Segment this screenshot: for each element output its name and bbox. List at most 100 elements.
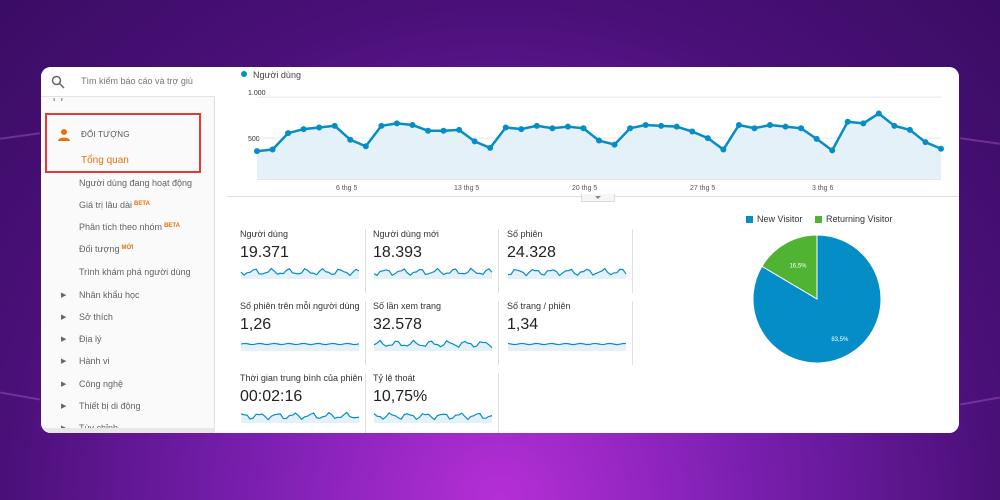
sparkline-line	[240, 342, 360, 346]
metric-pages-per-session[interactable]: Số trang / phiên 1,34	[507, 301, 633, 365]
analytics-card: Tìm kiếm báo cáo và trợ giú ĐỐI TƯỢNG Tổ…	[41, 67, 959, 433]
metric-value: 18.393	[373, 244, 422, 261]
metric-label: Tỷ lệ thoát	[373, 373, 416, 383]
data-point	[767, 122, 773, 128]
data-point	[409, 122, 416, 128]
sparkline-line	[373, 267, 493, 277]
data-point	[844, 118, 851, 125]
metric-avg-session-duration[interactable]: Thời gian trung bình của phiên 00:02:16	[240, 373, 366, 433]
data-point	[720, 146, 727, 153]
data-point	[456, 126, 463, 133]
data-point	[906, 126, 913, 133]
person-icon	[58, 129, 70, 141]
sidebar-group-interests[interactable]: Sở thích	[79, 312, 113, 322]
data-point	[627, 125, 634, 132]
clock-icon	[53, 95, 63, 101]
chart-legend: Người dùng	[241, 70, 301, 80]
expand-arrow-icon[interactable]: ▶	[61, 381, 67, 388]
sparkline	[240, 411, 360, 423]
metric-new-users[interactable]: Người dùng mới 18.393	[373, 229, 499, 293]
visitor-pie-chart[interactable]: 16,5% 83,5%	[753, 229, 893, 369]
data-point	[254, 148, 260, 155]
pie-slice-label: 16,5%	[789, 264, 807, 270]
metric-label: Thời gian trung bình của phiên	[240, 373, 363, 383]
sidebar-group-mobile[interactable]: Thiết bị di động	[79, 401, 141, 411]
data-point	[502, 124, 509, 131]
search-input[interactable]: Tìm kiếm báo cáo và trợ giú	[81, 76, 193, 86]
sparkline-line	[240, 267, 360, 277]
data-point	[347, 136, 354, 143]
data-point	[704, 135, 711, 142]
metric-value: 24.328	[507, 244, 556, 261]
metric-value: 32.578	[373, 316, 422, 333]
sidebar: Tìm kiếm báo cáo và trợ giú ĐỐI TƯỢNG Tổ…	[41, 67, 215, 433]
sidebar-item-audiences[interactable]: Đối tượng MỚI	[79, 244, 134, 254]
metric-label: Người dùng mới	[373, 229, 439, 239]
data-point	[922, 139, 929, 146]
metric-sessions-per-user[interactable]: Số phiên trên mỗi người dùng 1,26	[240, 301, 366, 365]
data-point	[425, 127, 431, 134]
sidebar-group-demographics[interactable]: Nhân khẩu học	[79, 290, 140, 300]
pie-legend-new[interactable]: New Visitor	[746, 214, 802, 224]
expand-arrow-icon[interactable]: ▶	[61, 292, 67, 299]
search-bar[interactable]: Tìm kiếm báo cáo và trợ giú	[41, 67, 215, 97]
sidebar-group-behavior[interactable]: Hành vi	[79, 356, 110, 366]
metric-users[interactable]: Người dùng 19.371	[240, 229, 366, 293]
expand-arrow-icon[interactable]: ▶	[61, 314, 67, 321]
x-tick-label: 13 thg 5	[454, 185, 480, 192]
data-point	[378, 122, 385, 129]
metric-sessions[interactable]: Số phiên 24.328	[507, 229, 633, 293]
expand-arrow-icon[interactable]: ▶	[61, 358, 67, 365]
pie-legend-returning[interactable]: Returning Visitor	[815, 214, 892, 224]
sparkline-area	[374, 268, 492, 279]
sparkline-line	[373, 412, 493, 421]
expand-arrow-icon[interactable]: ▶	[61, 403, 67, 410]
data-point	[362, 143, 369, 150]
data-point	[735, 122, 742, 128]
x-tick-label: 20 thg 5	[572, 185, 598, 192]
data-point	[440, 127, 447, 134]
sidebar-scrollbar[interactable]	[41, 428, 215, 433]
sidebar-item-overview[interactable]: Tổng quan	[81, 155, 129, 166]
data-point	[549, 125, 556, 132]
data-point	[518, 126, 525, 133]
x-tick-label: 27 thg 5	[690, 185, 716, 192]
sidebar-item-lifetime-value[interactable]: Giá trị lâu dài BETA	[79, 200, 150, 210]
data-point	[487, 144, 494, 151]
sidebar-group-geo[interactable]: Địa lý	[79, 334, 102, 344]
metric-label: Số trang / phiên	[507, 301, 571, 311]
data-point	[658, 122, 665, 129]
collapse-toggle[interactable]	[581, 194, 615, 202]
sparkline-line	[240, 411, 360, 421]
data-point	[471, 138, 478, 145]
data-point	[689, 128, 696, 135]
sidebar-item-user-explorer[interactable]: Trình khám phá người dùng	[79, 267, 191, 277]
data-point	[860, 120, 867, 127]
pie-slice-label: 83,5%	[831, 337, 849, 343]
data-point	[813, 135, 820, 142]
data-point	[331, 122, 338, 129]
data-point	[875, 110, 882, 117]
sparkline	[240, 267, 360, 279]
metric-pageviews[interactable]: Số lần xem trang 32.578	[373, 301, 499, 365]
data-point	[798, 125, 805, 132]
sparkline	[507, 267, 627, 279]
metric-bounce-rate[interactable]: Tỷ lệ thoát 10,75%	[373, 373, 499, 433]
data-point	[580, 125, 587, 132]
search-icon[interactable]	[51, 75, 65, 89]
metric-value: 00:02:16	[240, 388, 303, 405]
sparkline	[507, 342, 627, 351]
sparkline-area	[508, 343, 626, 351]
main-content: Người dùng 1.000 500 6 thg 5 13 thg 5 20…	[215, 67, 959, 433]
sidebar-item-active-users[interactable]: Người dùng đang hoạt động	[79, 178, 193, 188]
expand-arrow-icon[interactable]: ▶	[61, 336, 67, 343]
data-point	[393, 120, 400, 127]
sidebar-group-technology[interactable]: Công nghệ	[79, 379, 124, 389]
section-title-audience[interactable]: ĐỐI TƯỢNG	[81, 130, 130, 139]
sparkline	[373, 339, 493, 351]
sparkline-line	[507, 342, 627, 346]
users-line-chart[interactable]	[245, 87, 945, 183]
data-point	[596, 137, 602, 144]
sidebar-item-cohort-analysis[interactable]: Phân tích theo nhóm BETA	[79, 222, 180, 232]
data-point	[782, 123, 789, 130]
